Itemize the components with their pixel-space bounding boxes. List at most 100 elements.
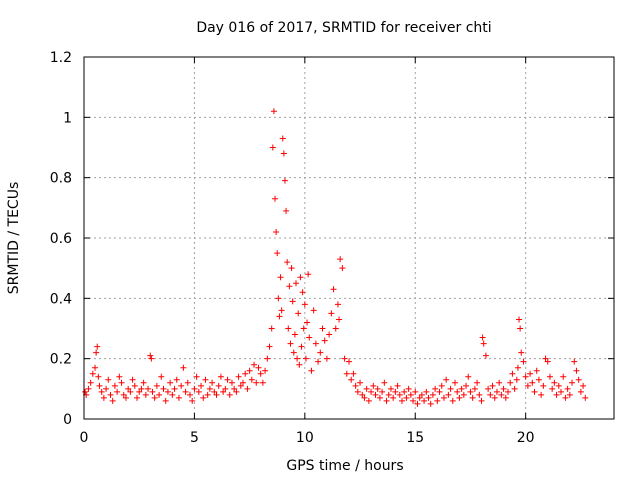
data-point	[277, 274, 284, 281]
data-point	[487, 391, 494, 398]
data-point	[427, 400, 434, 407]
data-point	[211, 388, 218, 395]
data-point	[482, 352, 489, 359]
data-point	[502, 394, 509, 401]
data-point	[273, 228, 280, 235]
data-point	[131, 382, 138, 389]
data-point	[511, 385, 518, 392]
data-point	[111, 382, 118, 389]
data-point	[310, 307, 317, 314]
data-point	[120, 391, 127, 398]
y-tick-label: 0.6	[50, 231, 72, 247]
data-point	[289, 298, 296, 305]
data-point	[312, 340, 319, 347]
data-point	[284, 259, 291, 266]
data-point	[122, 394, 129, 401]
data-point	[571, 358, 578, 365]
data-point	[352, 382, 359, 389]
data-point	[480, 340, 487, 347]
grid	[84, 57, 614, 419]
data-point	[323, 355, 330, 362]
data-point	[202, 376, 209, 383]
data-point	[308, 367, 315, 374]
data-point	[372, 391, 379, 398]
data-point	[471, 385, 478, 392]
data-point	[337, 256, 344, 263]
data-point	[209, 379, 216, 386]
data-point	[527, 370, 534, 377]
data-point	[443, 376, 450, 383]
data-point	[560, 373, 567, 380]
data-point	[187, 391, 193, 398]
data-point	[242, 370, 249, 377]
data-point	[259, 379, 266, 386]
data-point	[204, 391, 211, 398]
data-point	[399, 397, 405, 404]
data-point	[226, 391, 233, 398]
data-point	[401, 388, 408, 395]
data-point	[147, 352, 154, 359]
data-point	[580, 382, 587, 389]
data-point	[193, 373, 200, 380]
data-point	[544, 358, 551, 365]
x-tick-label: 15	[406, 430, 424, 446]
data-point	[531, 388, 538, 395]
data-point	[87, 379, 94, 386]
data-point	[173, 376, 180, 383]
data-point	[151, 394, 158, 401]
data-point	[251, 361, 258, 368]
data-point	[467, 388, 474, 395]
data-point	[412, 388, 419, 395]
data-point	[350, 370, 357, 377]
data-point	[296, 361, 303, 368]
data-point	[180, 364, 187, 371]
data-point	[283, 207, 290, 214]
data-point	[321, 337, 328, 344]
data-point	[206, 385, 213, 392]
data-point	[213, 391, 220, 398]
data-point	[489, 382, 496, 389]
data-point	[295, 310, 302, 317]
data-point	[328, 310, 335, 317]
data-point	[253, 379, 260, 386]
data-point	[244, 385, 251, 392]
data-point	[514, 364, 521, 371]
data-point	[290, 349, 297, 356]
data-point	[96, 382, 103, 389]
data-point	[149, 388, 156, 395]
data-point	[535, 376, 542, 383]
data-point	[343, 370, 350, 377]
data-point	[582, 394, 589, 401]
data-point	[381, 379, 388, 386]
data-point	[407, 391, 414, 398]
data-point	[517, 325, 524, 332]
data-point	[148, 355, 155, 362]
data-point	[549, 385, 556, 392]
chart-title: Day 016 of 2017, SRMTID for receiver cht…	[196, 20, 491, 36]
data-point	[233, 388, 240, 395]
data-point	[105, 376, 112, 383]
data-point	[200, 394, 207, 401]
data-point	[562, 394, 569, 401]
data-point	[449, 397, 456, 404]
data-point	[98, 388, 105, 395]
data-point	[293, 280, 299, 287]
data-point	[370, 382, 377, 389]
data-point	[171, 385, 178, 392]
data-point	[507, 379, 514, 386]
data-point	[272, 195, 279, 202]
data-point	[423, 388, 430, 395]
data-point	[184, 379, 191, 386]
data-point	[445, 391, 452, 398]
data-point	[164, 388, 171, 395]
data-point	[558, 388, 564, 395]
data-point	[319, 325, 326, 332]
data-point	[553, 391, 560, 398]
data-point	[566, 391, 573, 398]
data-point	[215, 382, 222, 389]
data-point	[485, 385, 492, 392]
data-point	[405, 385, 412, 392]
data-point	[301, 301, 308, 308]
data-point	[257, 370, 264, 377]
data-point	[92, 364, 99, 371]
